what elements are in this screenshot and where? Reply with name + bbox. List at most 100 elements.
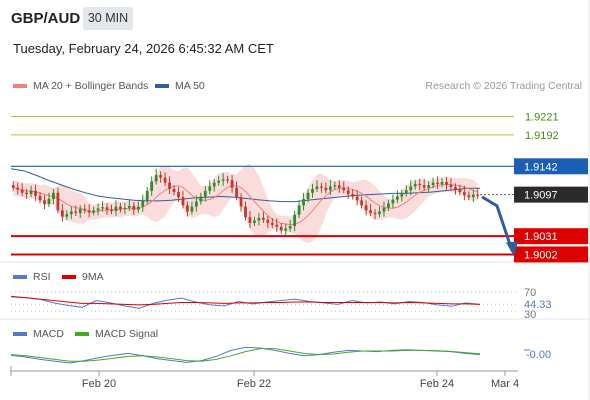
candle-body xyxy=(315,186,319,189)
candle-body xyxy=(431,182,435,186)
candle-body xyxy=(400,193,404,197)
candle xyxy=(364,200,368,216)
candle-body xyxy=(284,228,288,231)
candle xyxy=(16,182,20,195)
candle xyxy=(378,206,381,218)
forecast-arrowhead-icon xyxy=(506,241,518,257)
resistance-label: 1.9221 xyxy=(525,112,559,124)
candle-body xyxy=(409,186,413,191)
support-badge xyxy=(514,246,588,263)
candle-body xyxy=(163,177,167,183)
candle xyxy=(476,188,480,200)
candle xyxy=(395,190,399,203)
candle xyxy=(270,217,274,228)
candle xyxy=(101,200,104,212)
candle-body xyxy=(391,199,395,204)
candle xyxy=(83,204,87,214)
candle xyxy=(203,185,207,202)
candle-body xyxy=(217,180,221,183)
candle xyxy=(43,195,46,210)
candle xyxy=(65,210,69,220)
pivot-label: 1.9142 xyxy=(524,161,558,173)
candle xyxy=(351,188,355,200)
x-tick-label: Feb 20 xyxy=(82,378,116,390)
candle-body xyxy=(212,182,216,187)
last-price-badge xyxy=(514,186,588,203)
candle-body xyxy=(203,190,207,197)
legend-label: 9MA xyxy=(82,271,104,283)
candle xyxy=(311,183,314,198)
candle xyxy=(177,187,180,203)
candle xyxy=(172,185,176,196)
candle xyxy=(342,181,346,194)
candle-body xyxy=(181,197,185,206)
candle xyxy=(409,180,413,196)
candle xyxy=(34,184,37,201)
legend-label: RSI xyxy=(33,271,51,283)
rsi-tick-label: 70 xyxy=(524,287,536,299)
candle-body xyxy=(413,183,417,187)
candle-body xyxy=(293,214,297,227)
candle-body xyxy=(422,185,426,188)
candle-body xyxy=(427,185,431,188)
candle xyxy=(226,175,230,184)
candle-body xyxy=(297,205,301,215)
candle xyxy=(445,177,448,190)
support-badge xyxy=(514,228,588,245)
candle-body xyxy=(454,187,457,190)
candle-body xyxy=(119,206,122,210)
candle-body xyxy=(92,210,96,213)
candle-body xyxy=(52,192,55,200)
candle xyxy=(190,201,194,215)
candle xyxy=(123,202,127,215)
candle xyxy=(29,185,33,198)
candle-body xyxy=(34,190,37,196)
legend-label: MACD xyxy=(33,328,64,340)
candle-body xyxy=(65,214,69,217)
candle xyxy=(136,201,140,213)
candle xyxy=(297,200,301,218)
x-tick-label: Feb 24 xyxy=(420,378,454,390)
candle xyxy=(208,180,212,194)
candle xyxy=(422,178,426,191)
resistance-label: 1.9192 xyxy=(525,130,559,142)
candle xyxy=(387,199,390,211)
candle-body xyxy=(47,199,51,205)
candle xyxy=(78,205,82,218)
candle-body xyxy=(476,194,480,196)
candle xyxy=(404,185,408,197)
candle-body xyxy=(467,195,471,198)
forecast-arrow xyxy=(481,195,514,251)
macd-signal-line xyxy=(10,348,481,362)
candle-body xyxy=(458,189,462,193)
candle-body xyxy=(418,183,422,186)
candle-body xyxy=(177,192,180,198)
candle-body xyxy=(230,180,234,188)
candle xyxy=(320,182,323,193)
candle xyxy=(279,222,283,234)
candle xyxy=(132,202,136,215)
candle-body xyxy=(355,196,359,201)
candle-body xyxy=(462,192,466,196)
candle-body xyxy=(333,185,337,187)
candle xyxy=(454,183,457,195)
timeframe-button[interactable]: 30 MIN xyxy=(83,7,133,30)
candle-body xyxy=(440,182,444,184)
candle-body xyxy=(364,205,368,211)
candle xyxy=(145,187,149,205)
candle-body xyxy=(20,189,24,193)
candle xyxy=(288,219,292,232)
candle xyxy=(38,192,42,204)
candle-body xyxy=(127,205,131,208)
candle xyxy=(413,180,417,190)
support-label: 1.9002 xyxy=(524,249,558,261)
rsi-tick-label: 30 xyxy=(524,309,536,321)
candle xyxy=(293,211,297,232)
candle-body xyxy=(382,207,386,212)
candle-body xyxy=(266,219,270,223)
candle-body xyxy=(244,206,247,218)
candle xyxy=(235,181,238,201)
last-price-label: 1.9097 xyxy=(524,190,558,202)
candle xyxy=(69,206,73,220)
